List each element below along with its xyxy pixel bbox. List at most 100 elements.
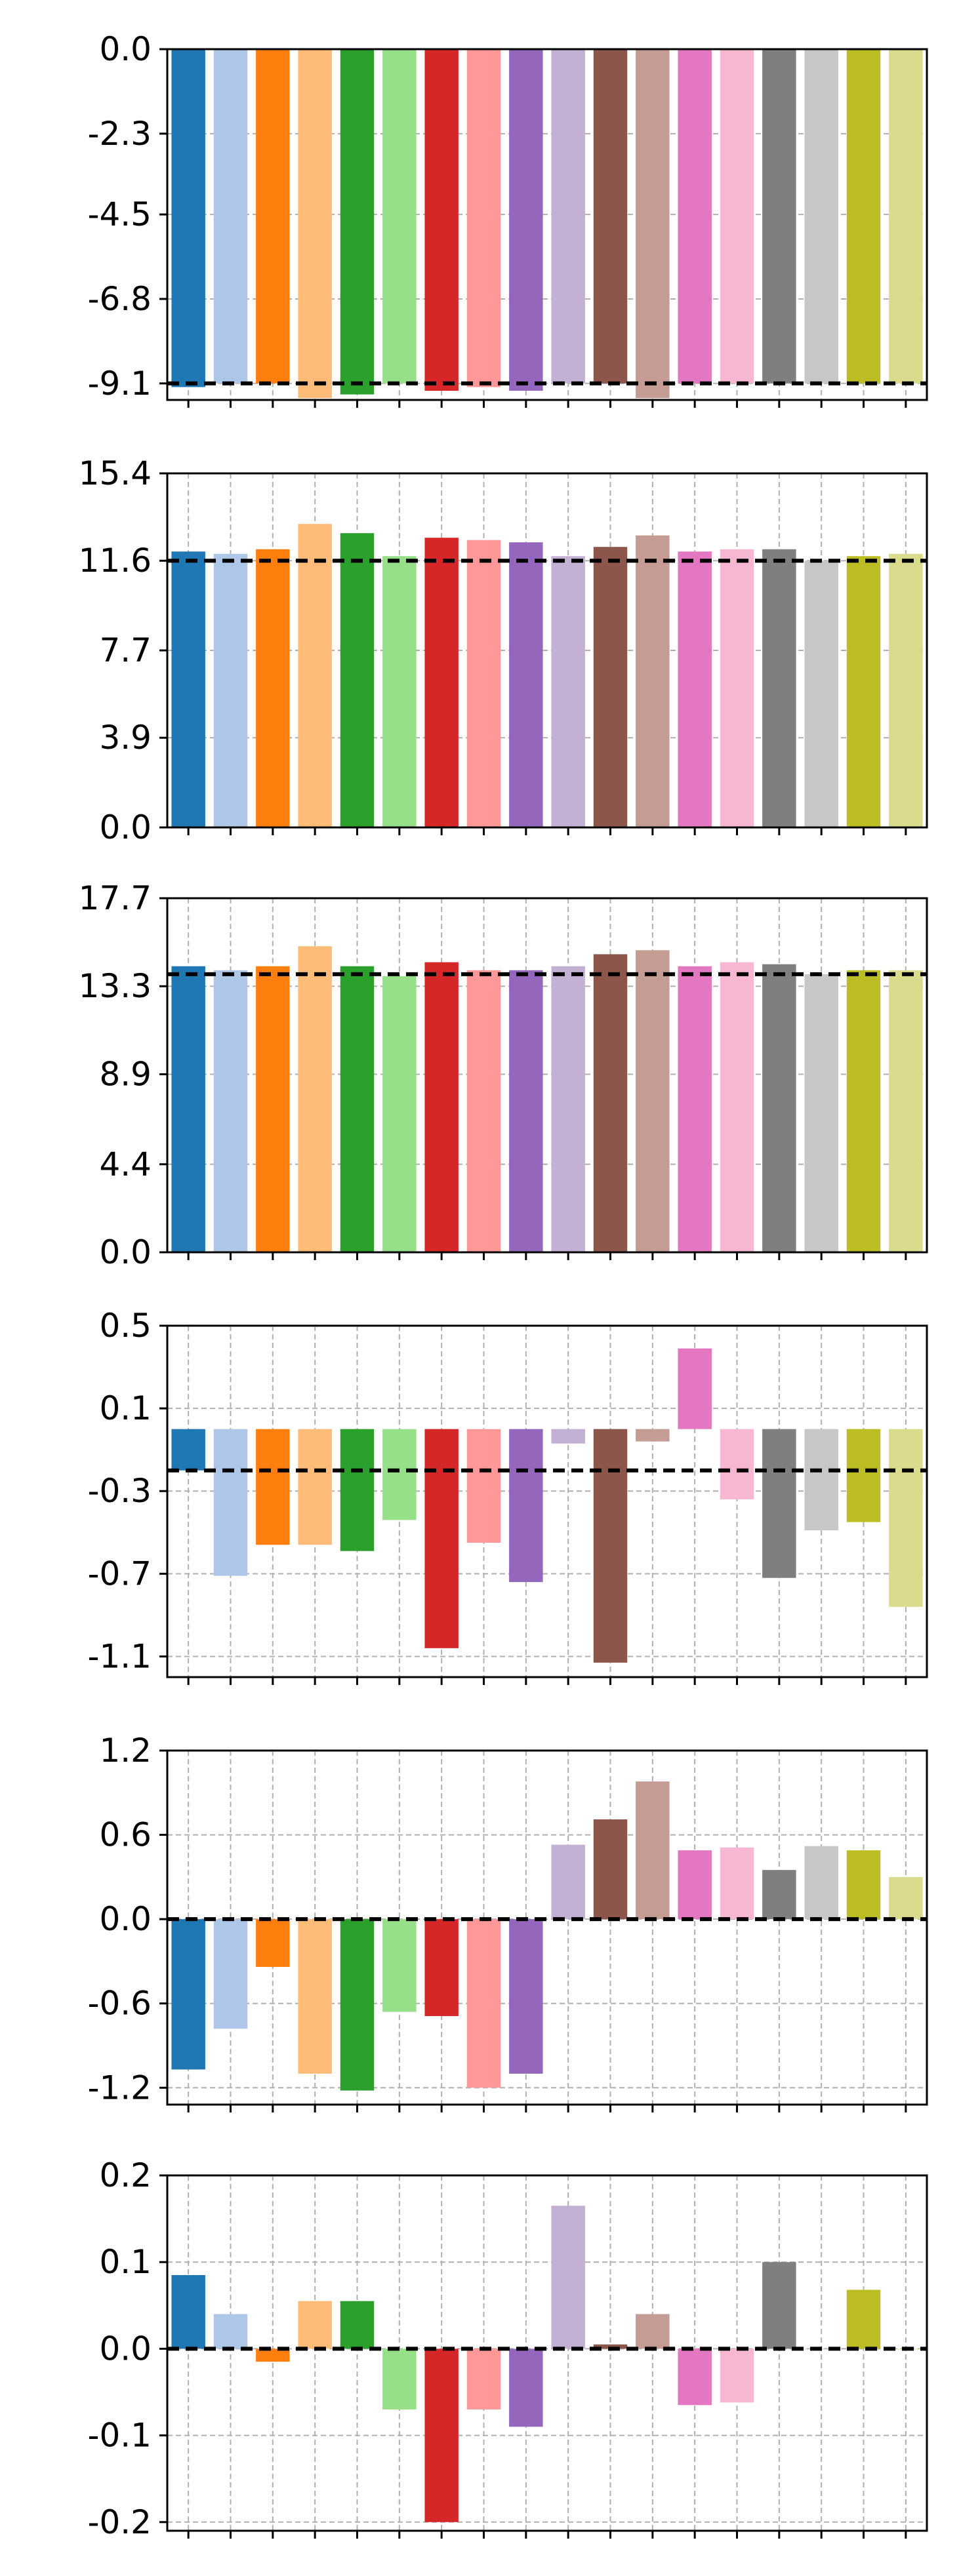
y-tick-label: 0.6 — [99, 1816, 152, 1854]
bar-9 — [509, 970, 543, 1252]
bar-1 — [171, 551, 205, 827]
y-tick-label: -0.3 — [87, 1472, 152, 1510]
bar-17 — [846, 2289, 881, 2349]
y-tick-label: -0.1 — [87, 2417, 152, 2455]
chart-panel-2: 0.0 3.9 7.7 11.6 15.4 — [79, 454, 928, 846]
y-tick-label: 3.9 — [99, 719, 152, 757]
bar-9 — [509, 542, 543, 827]
bar-1 — [171, 2275, 205, 2349]
bar-10 — [551, 1429, 585, 1444]
bar-13 — [678, 551, 712, 827]
y-tick-label: 0.5 — [99, 1307, 152, 1345]
bar-16 — [804, 1846, 838, 1920]
bar-16 — [804, 561, 838, 827]
y-tick-label: 0.1 — [99, 1389, 152, 1427]
bar-7 — [424, 49, 459, 391]
bar-13 — [678, 1850, 712, 1920]
bar-10 — [551, 556, 585, 827]
bar-17 — [846, 1429, 881, 1522]
bar-2 — [213, 970, 248, 1252]
y-tick-label: 15.4 — [79, 454, 152, 492]
bar-3 — [256, 2348, 290, 2362]
bar-15 — [762, 2262, 796, 2349]
bar-3 — [256, 1919, 290, 1967]
bar-14 — [720, 549, 754, 827]
y-tick-label: 0.2 — [99, 2156, 152, 2194]
bar-13 — [678, 2348, 712, 2406]
bar-4 — [298, 2301, 332, 2349]
bar-4 — [298, 49, 332, 399]
axes-frame — [166, 1324, 928, 1678]
chart-panel-5: 1.2 0.6 0.0 -0.6 -1.2 — [87, 1732, 928, 2112]
bar-5 — [340, 49, 375, 395]
bar-8 — [466, 540, 501, 827]
y-tick-label: 11.6 — [79, 542, 152, 580]
bar-4 — [298, 1919, 332, 2074]
bar-14 — [720, 1847, 754, 1920]
bar-5 — [340, 966, 375, 1252]
bar-17 — [846, 1850, 881, 1920]
bar-16 — [804, 974, 838, 1252]
y-tick-label: 4.4 — [99, 1145, 152, 1183]
bar-12 — [636, 535, 670, 827]
bar-9 — [509, 1919, 543, 2074]
bar-2 — [213, 49, 248, 384]
bar-1 — [171, 49, 205, 387]
bar-3 — [256, 966, 290, 1252]
bar-6 — [382, 1919, 417, 2012]
bar-2 — [213, 1919, 248, 2029]
y-tick-label: 13.3 — [79, 967, 152, 1005]
bar-17 — [846, 970, 881, 1252]
bar-9 — [509, 1429, 543, 1582]
bar-7 — [424, 538, 459, 827]
bar-14 — [720, 2348, 754, 2403]
bar-5 — [340, 2301, 375, 2349]
bar-18 — [889, 1876, 923, 1920]
y-tick-label: 0.1 — [99, 2243, 152, 2281]
bar-7 — [424, 2348, 459, 2522]
y-tick-label: -0.7 — [87, 1555, 152, 1593]
bar-11 — [593, 547, 628, 827]
y-tick-label: 0.0 — [99, 1900, 152, 1938]
bar-8 — [466, 1919, 501, 2088]
bar-18 — [889, 970, 923, 1252]
bar-17 — [846, 556, 881, 827]
bar-12 — [636, 950, 670, 1252]
bar-14 — [720, 1429, 754, 1499]
y-tick-label: -0.2 — [87, 2503, 152, 2541]
bar-14 — [720, 49, 754, 384]
axes-frame — [166, 1749, 928, 2106]
chart-panel-4: 0.5 0.1 -0.3 -0.7 -1.1 — [87, 1307, 928, 1685]
chart-panel-6: 0.2 0.1 0.0 -0.1 -0.2 — [87, 2156, 928, 2541]
bar-13 — [678, 49, 712, 384]
bar-4 — [298, 524, 332, 827]
y-tick-label: -1.2 — [87, 2069, 152, 2107]
y-tick-label: -2.3 — [87, 115, 152, 153]
bar-3 — [256, 1429, 290, 1545]
bar-18 — [889, 1429, 923, 1607]
y-tick-label: 0.0 — [99, 1233, 152, 1271]
y-tick-label: 1.2 — [99, 1732, 152, 1770]
bar-8 — [466, 2348, 501, 2409]
bar-1 — [171, 1919, 205, 2070]
bar-2 — [213, 2314, 248, 2349]
bar-3 — [256, 549, 290, 827]
bar-10 — [551, 966, 585, 1252]
bar-3 — [256, 49, 290, 384]
y-tick-label: -9.1 — [87, 365, 152, 403]
bar-16 — [804, 49, 838, 384]
bar-2 — [213, 1429, 248, 1576]
bar-12 — [636, 1781, 670, 1920]
bar-16 — [804, 1429, 838, 1531]
bar-11 — [593, 2344, 628, 2349]
bar-8 — [466, 970, 501, 1252]
axes-frame — [166, 48, 928, 401]
bar-6 — [382, 1429, 417, 1520]
bar-14 — [720, 962, 754, 1252]
bar-8 — [466, 49, 501, 387]
bar-15 — [762, 1429, 796, 1578]
bar-12 — [636, 49, 670, 399]
y-tick-label: -6.8 — [87, 280, 152, 318]
bar-6 — [382, 2348, 417, 2409]
